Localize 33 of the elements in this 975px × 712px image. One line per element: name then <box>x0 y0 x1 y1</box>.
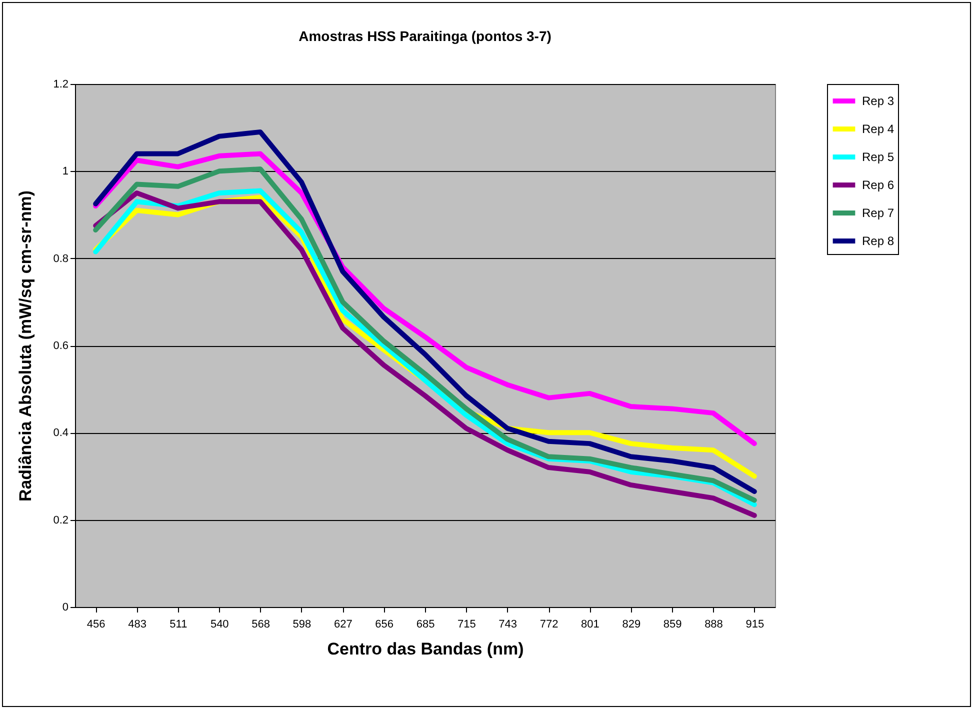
y-axis-title: Radiância Absoluta (mW/sq cm-sr-nm) <box>16 190 36 502</box>
y-tick-label: 1.2 <box>53 78 68 90</box>
x-tick-label: 829 <box>622 618 641 630</box>
x-tick-label: 715 <box>457 618 476 630</box>
y-tick-label: 0.8 <box>53 252 68 265</box>
x-tick-label: 511 <box>170 618 188 630</box>
legend-label: Rep 4 <box>862 122 894 136</box>
x-tick-label: 772 <box>540 618 558 630</box>
y-tick-label: 0.4 <box>53 427 68 440</box>
x-tick-label: 888 <box>704 618 723 630</box>
y-tick-label: 0.2 <box>53 514 68 526</box>
legend-label: Rep 8 <box>862 234 894 248</box>
x-tick-label: 568 <box>252 618 270 630</box>
x-tick-label: 598 <box>292 618 312 630</box>
x-tick-label: 801 <box>581 618 600 630</box>
x-tick-label: 656 <box>375 618 394 630</box>
legend-label: Rep 3 <box>862 94 894 108</box>
x-tick-label: 915 <box>746 618 764 630</box>
y-tick-label: 1 <box>62 166 68 178</box>
x-tick-label: 456 <box>86 618 106 630</box>
x-tick-label: 743 <box>498 618 518 630</box>
y-tick-label: 0.6 <box>53 340 68 352</box>
x-tick-label: 685 <box>416 618 435 630</box>
x-axis-title: Centro das Bandas (nm) <box>327 640 524 658</box>
x-tick-label: 627 <box>334 618 352 630</box>
legend-label: Rep 5 <box>862 150 894 164</box>
x-tick-label: 483 <box>128 618 146 630</box>
y-tick-label: 0 <box>62 602 68 614</box>
x-tick-label: 540 <box>210 618 229 630</box>
x-tick-label: 859 <box>663 618 682 630</box>
chart-title: Amostras HSS Paraitinga (pontos 3-7) <box>298 28 552 44</box>
legend-label: Rep 7 <box>862 206 894 220</box>
legend-label: Rep 6 <box>862 178 894 192</box>
